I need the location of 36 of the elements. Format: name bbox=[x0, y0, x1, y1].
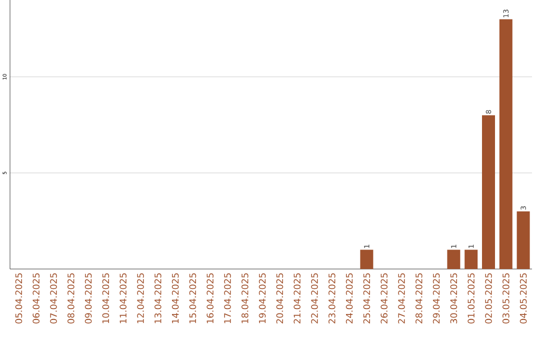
bar bbox=[482, 115, 496, 269]
x-tick-label: 13.04.2025 bbox=[154, 273, 162, 324]
x-tick-label: 16.04.2025 bbox=[206, 273, 214, 324]
x-tick-label: 17.04.2025 bbox=[224, 273, 231, 324]
x-tick-label: 18.04.2025 bbox=[242, 273, 248, 324]
x-tick-label: 01.05.2025 bbox=[468, 273, 475, 324]
x-tick-label: 23.04.2025 bbox=[328, 273, 336, 324]
x-tick-label: 08.04.2025 bbox=[67, 273, 74, 324]
bar bbox=[447, 250, 460, 269]
x-tick-label: 26.04.2025 bbox=[380, 273, 388, 324]
x-tick-label: 03.05.2025 bbox=[502, 273, 510, 324]
x-tick-label: 09.04.2025 bbox=[84, 273, 92, 324]
x-tick-label: 04.05.2025 bbox=[520, 273, 527, 324]
x-tick-label: 21.04.2025 bbox=[294, 273, 301, 324]
x-tick-label: 22.04.2025 bbox=[311, 273, 318, 324]
x-tick-label: 19.04.2025 bbox=[258, 273, 266, 324]
bar bbox=[516, 211, 530, 269]
x-tick-label: 07.04.2025 bbox=[50, 273, 57, 324]
x-tick-label: 02.05.2025 bbox=[485, 273, 492, 324]
x-tick-label: 06.04.2025 bbox=[32, 273, 40, 324]
x-tick-label: 28.04.2025 bbox=[416, 273, 422, 324]
x-tick-label: 24.04.2025 bbox=[346, 273, 353, 324]
x-tick-label: 12.04.2025 bbox=[137, 273, 144, 324]
x-tick-label: 25.04.2025 bbox=[363, 273, 370, 324]
x-tick-label: 11.04.2025 bbox=[120, 273, 127, 324]
x-tick-label: 30.04.2025 bbox=[450, 273, 458, 324]
bar bbox=[499, 19, 512, 269]
x-tick-label: 20.04.2025 bbox=[276, 273, 284, 324]
x-tick-label: 27.04.2025 bbox=[398, 273, 405, 324]
x-tick-label: 14.04.2025 bbox=[172, 273, 179, 324]
x-tick-label: 15.04.2025 bbox=[189, 273, 196, 324]
x-tick-label: 29.04.2025 bbox=[432, 273, 440, 324]
bar bbox=[464, 250, 478, 269]
x-tick-label: 10.04.2025 bbox=[102, 273, 110, 324]
x-tick-label: 05.04.2025 bbox=[15, 273, 22, 324]
bar bbox=[360, 250, 374, 269]
